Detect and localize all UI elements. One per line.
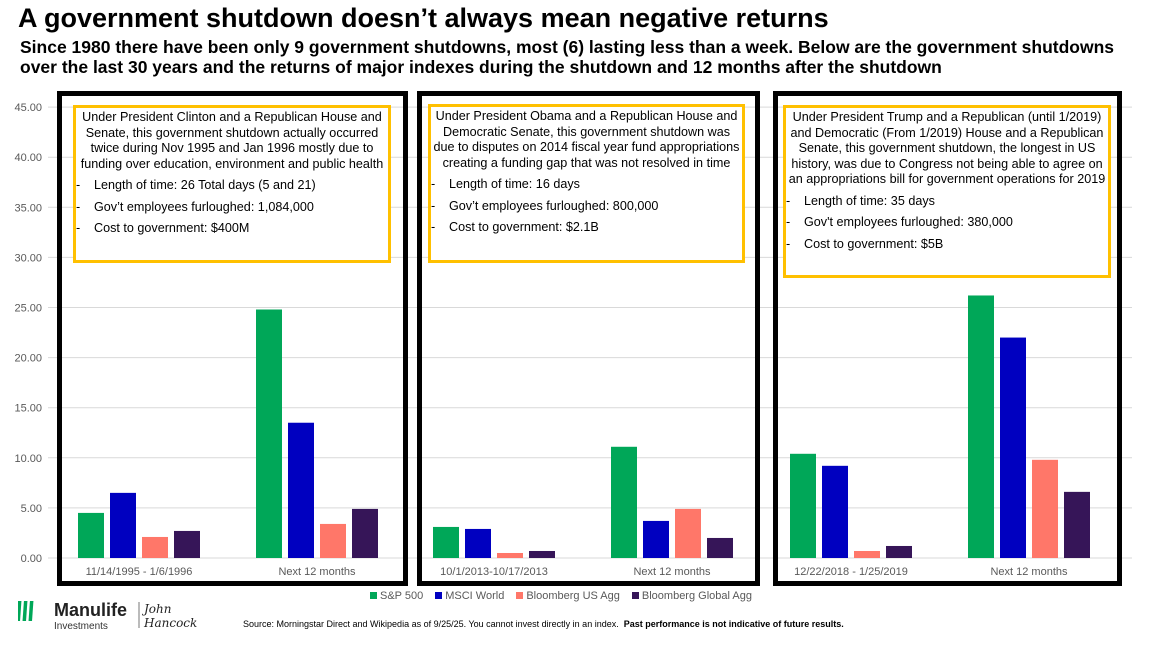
bar-bloomberg-global-agg xyxy=(886,545,912,558)
note-fact: - Length of time: 16 days xyxy=(431,177,580,191)
bar-bloomberg-global-agg xyxy=(352,508,378,558)
bar-s-p-500 xyxy=(256,309,282,558)
bar-bloomberg-us-agg xyxy=(854,550,880,558)
bar-msci-world xyxy=(643,520,669,558)
bar-s-p-500 xyxy=(433,526,459,558)
note-trump: Under President Trump and a Republican (… xyxy=(783,105,1111,278)
bar-bloomberg-global-agg xyxy=(1064,491,1090,558)
bar-msci-world xyxy=(1000,337,1026,558)
panel-obama xyxy=(417,91,760,586)
bar-bloomberg-us-agg xyxy=(497,552,523,558)
bar-msci-world xyxy=(822,465,848,558)
y-tick-label: 25.00 xyxy=(14,303,42,315)
note-fact: - Gov’t employees furloughed: 1,084,000 xyxy=(76,199,314,214)
note-fact: - Cost to government: $2.1B xyxy=(431,220,599,234)
note-fact: - Length of time: 26 Total days (5 and 21… xyxy=(76,178,316,192)
brand-subtitle: Investments xyxy=(54,621,108,632)
panel-clinton xyxy=(57,91,408,586)
page-subtitle: Since 1980 there have been only 9 govern… xyxy=(20,37,1115,77)
note-description: Under President Trump and a Republican (… xyxy=(788,110,1106,186)
note-fact: - Cost to government: $5B xyxy=(786,236,944,251)
note-fact: - Gov’t employees furloughed: 800,000 xyxy=(431,198,659,213)
note-obama: Under President Obama and a Republican H… xyxy=(428,104,745,263)
y-tick-label: 30.00 xyxy=(14,252,42,264)
bar-msci-world xyxy=(288,422,314,558)
bar-bloomberg-global-agg xyxy=(174,530,200,558)
manulife-logo-icon xyxy=(16,601,140,628)
partner-signature: John Hancock xyxy=(144,602,198,630)
x-category-label: 11/14/1995 - 1/6/1996 xyxy=(86,566,193,578)
x-category-label: 10/1/2013-10/17/2013 xyxy=(440,566,548,578)
note-clinton: Under President Clinton and a Republican… xyxy=(73,105,391,263)
legend-item-bloomberg-us-agg: Bloomberg US Agg xyxy=(516,590,620,602)
y-tick-label: 35.00 xyxy=(14,202,42,214)
manulife-john-hancock-logo: Manulife Investments John Hancock xyxy=(16,600,228,635)
source-note: Source: Morningstar Direct and Wikipedia… xyxy=(243,619,844,629)
y-tick-label: 15.00 xyxy=(14,403,42,415)
y-tick-label: 5.00 xyxy=(21,503,42,515)
bar-bloomberg-us-agg xyxy=(675,508,701,558)
y-tick-label: 10.00 xyxy=(14,453,42,465)
bar-bloomberg-us-agg xyxy=(142,536,168,558)
bar-msci-world xyxy=(465,528,491,558)
panel-trump xyxy=(773,91,1122,586)
bar-s-p-500 xyxy=(790,453,816,558)
bar-s-p-500 xyxy=(968,295,994,558)
y-tick-label: 40.00 xyxy=(14,152,42,164)
legend-item-bloomberg-global-agg: Bloomberg Global Agg xyxy=(631,590,752,602)
y-tick-label: 0.00 xyxy=(21,553,42,565)
x-category-label: Next 12 months xyxy=(990,566,1068,578)
note-description: Under President Clinton and a Republican… xyxy=(80,110,384,171)
bar-bloomberg-us-agg xyxy=(1032,459,1058,558)
page-title: A government shutdown doesn’t always mea… xyxy=(18,3,829,33)
note-fact: - Cost to government: $400M xyxy=(76,221,250,235)
chart-legend: S&P 500 MSCI World Bloomberg US Agg Bloo… xyxy=(370,590,752,602)
x-category-label: 12/22/2018 - 1/25/2019 xyxy=(794,566,908,578)
note-fact: - Length of time: 35 days xyxy=(786,193,935,208)
bar-s-p-500 xyxy=(78,512,104,558)
y-tick-label: 20.00 xyxy=(14,353,42,365)
x-category-label: Next 12 months xyxy=(278,566,356,578)
x-category-label: Next 12 months xyxy=(633,566,711,578)
bar-bloomberg-global-agg xyxy=(707,537,733,558)
note-fact: - Gov't employees furloughed: 380,000 xyxy=(786,215,1013,229)
note-description: Under President Obama and a Republican H… xyxy=(433,109,740,170)
bar-s-p-500 xyxy=(611,446,637,558)
bar-bloomberg-us-agg xyxy=(320,523,346,558)
bar-bloomberg-global-agg xyxy=(529,550,555,558)
brand-name: Manulife xyxy=(54,600,128,620)
legend-item-sp500: S&P 500 xyxy=(370,590,423,602)
legend-item-msci-world: MSCI World xyxy=(435,590,504,602)
bar-msci-world xyxy=(110,492,136,558)
y-tick-label: 45.00 xyxy=(14,102,42,114)
